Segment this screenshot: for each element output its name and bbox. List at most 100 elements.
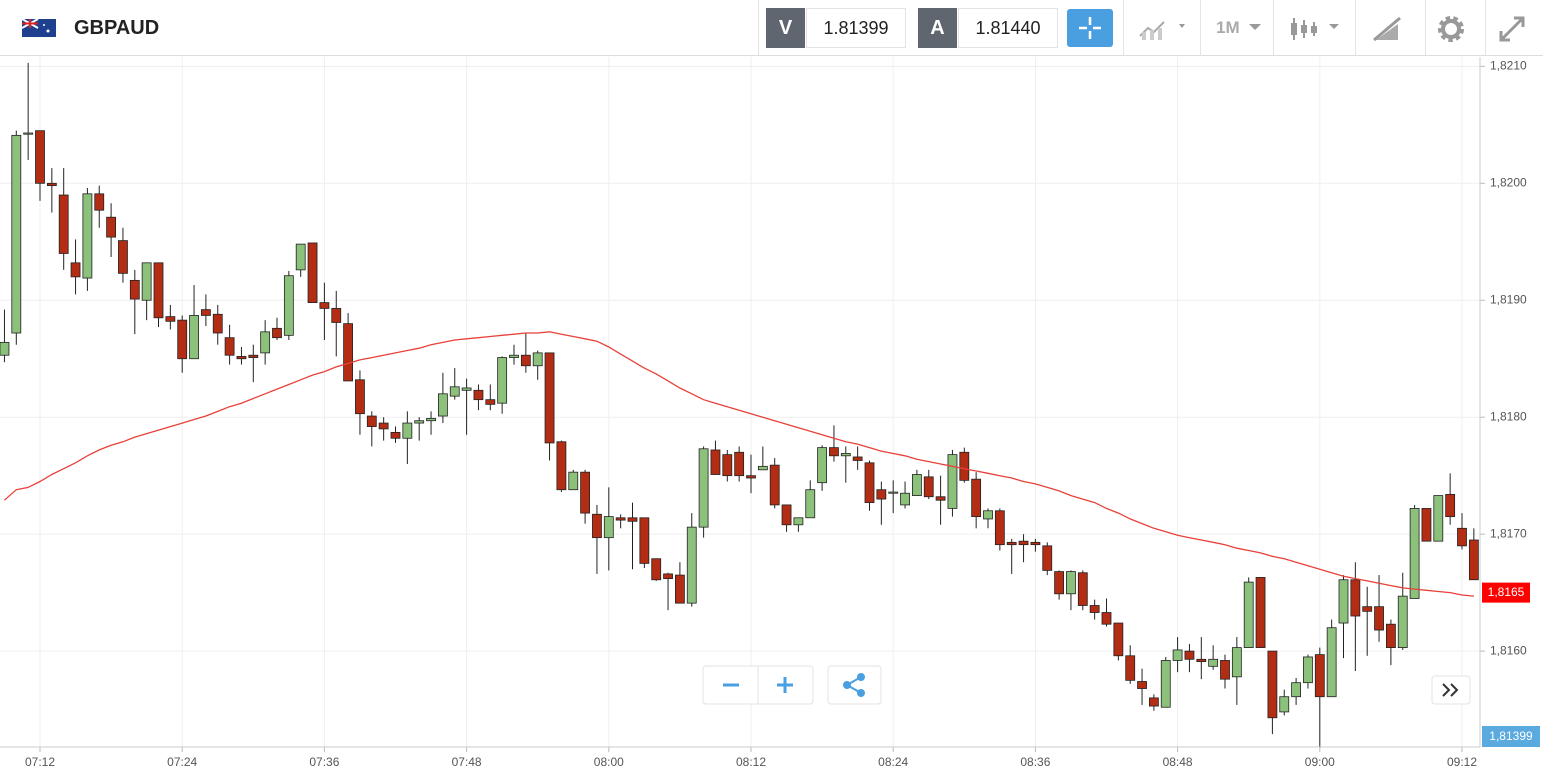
candle-body	[497, 357, 508, 404]
candle-body	[1374, 606, 1384, 631]
candle-body	[983, 510, 993, 520]
candle-body	[1066, 571, 1076, 595]
candle-style-button[interactable]	[1288, 14, 1344, 44]
candle-body	[1030, 541, 1041, 546]
candle-body	[295, 243, 306, 271]
y-tick-label: 1,8210	[1490, 59, 1527, 73]
moving-average-line	[3, 331, 1474, 597]
crosshair-button[interactable]	[1067, 9, 1113, 47]
candle-body	[1243, 581, 1254, 648]
candle-body	[1397, 595, 1408, 648]
candle-body	[165, 316, 176, 322]
share-button[interactable]	[843, 673, 865, 697]
candle-body	[888, 491, 899, 494]
settings-button[interactable]	[1435, 13, 1467, 45]
candle-body	[1338, 579, 1349, 624]
candle-body	[509, 354, 519, 358]
candle-body	[248, 354, 259, 358]
candle-body	[260, 331, 271, 354]
candle-body	[627, 517, 638, 522]
bid-price[interactable]: 1.81399	[806, 8, 906, 48]
candle-body	[935, 496, 946, 501]
bid-letter: V	[766, 8, 805, 48]
scroll-end-button[interactable]	[1442, 683, 1459, 697]
candle-body	[46, 182, 57, 187]
candle-body	[1042, 545, 1053, 571]
candle-body	[485, 399, 496, 405]
chart-type-button[interactable]	[1138, 16, 1192, 42]
candle-body	[1137, 681, 1147, 689]
candle-body	[200, 309, 211, 316]
candle-body	[1220, 660, 1230, 680]
candle-body	[1172, 649, 1183, 661]
x-tick-label: 07:36	[309, 755, 339, 769]
candle-body	[971, 478, 982, 518]
ma-value-box	[1482, 582, 1530, 603]
candle-body	[663, 573, 673, 579]
candle-body	[23, 132, 34, 135]
fullscreen-button[interactable]	[1497, 14, 1527, 44]
candle-body	[307, 242, 318, 303]
candle-body	[556, 441, 567, 491]
candle-body	[544, 352, 555, 444]
candle-body	[461, 387, 472, 391]
candle-body	[1196, 658, 1207, 663]
x-tick-label: 07:48	[452, 755, 482, 769]
candle-body	[1089, 605, 1100, 613]
candle-body	[1125, 655, 1136, 681]
candle-body	[686, 526, 697, 604]
candle-body	[129, 279, 140, 300]
timeframe[interactable]: 1M	[1216, 18, 1240, 37]
y-tick-label: 1,8200	[1490, 175, 1527, 189]
candle-body	[283, 275, 294, 336]
candle-body	[592, 513, 602, 539]
candle-body	[1279, 696, 1290, 713]
y-tick-label: 1,8160	[1490, 643, 1527, 657]
candle-body	[272, 327, 282, 339]
candle-body	[1386, 623, 1396, 648]
candle-body	[153, 262, 164, 319]
candle-body	[1350, 579, 1361, 617]
candle-body	[1314, 654, 1325, 698]
drawing-tools-button[interactable]	[1372, 14, 1404, 44]
candle-body	[0, 341, 10, 356]
candle-body	[1208, 658, 1219, 667]
candle-body	[840, 453, 851, 457]
y-tick-label: 1,8170	[1490, 526, 1527, 540]
candle-body	[1267, 650, 1278, 719]
x-tick-label: 09:00	[1305, 755, 1335, 769]
current-price-label: 1,81399	[1489, 729, 1533, 743]
candle-body	[390, 432, 401, 439]
x-tick-label: 09:12	[1447, 755, 1477, 769]
candle-body	[900, 492, 910, 506]
candle-body	[331, 308, 342, 323]
candle-body	[651, 558, 662, 581]
candle-body	[1433, 495, 1444, 542]
candle-body	[1231, 647, 1242, 678]
candle-body	[426, 417, 436, 422]
candle-body	[580, 471, 590, 514]
candle-body	[177, 319, 188, 360]
candle-body	[698, 448, 709, 528]
candle-body	[852, 456, 863, 461]
toolbar: GBPAUD V 1.81399 A 1.81440 1M	[0, 0, 1543, 56]
candle-body	[1149, 697, 1159, 707]
candle-body	[1409, 508, 1420, 599]
y-tick-label: 1,8190	[1490, 292, 1527, 306]
candle-body	[959, 451, 970, 481]
candle-body	[1445, 493, 1456, 518]
candle-body	[520, 354, 531, 367]
candle-body	[1291, 682, 1301, 698]
candle-body	[923, 476, 934, 498]
ask-letter: A	[918, 8, 957, 48]
candle-body	[1362, 606, 1373, 612]
x-tick-label: 08:48	[1163, 755, 1193, 769]
ask-price[interactable]: 1.81440	[958, 8, 1058, 48]
candle-body	[236, 355, 247, 360]
candle-body	[106, 216, 116, 238]
candle-body	[781, 504, 792, 526]
candle-body	[189, 315, 199, 360]
zoom-in-button[interactable]	[777, 677, 793, 693]
candle-body	[1160, 660, 1171, 708]
